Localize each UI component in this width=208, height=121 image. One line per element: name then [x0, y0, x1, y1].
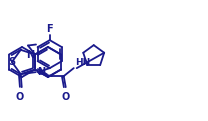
- Text: O: O: [16, 92, 24, 102]
- Text: N: N: [37, 67, 45, 77]
- Text: HN: HN: [75, 58, 90, 67]
- Text: O: O: [62, 92, 70, 102]
- Text: F: F: [46, 24, 53, 34]
- Text: S: S: [8, 57, 15, 67]
- Text: N: N: [26, 50, 34, 60]
